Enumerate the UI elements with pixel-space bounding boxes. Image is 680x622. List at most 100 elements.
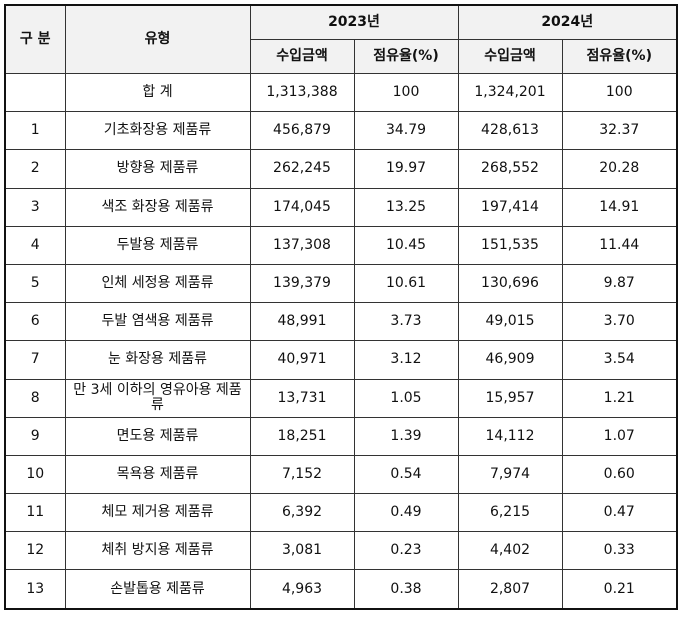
row-number: 13 (4, 569, 66, 610)
share-2023: 0.23 (353, 531, 459, 571)
row-number: 1 (4, 111, 66, 151)
table-row: 4 두발용 제품류 137,308 10.45 151,535 11.44 (4, 225, 678, 265)
amount-2023: 48,991 (249, 302, 355, 342)
header-category: 구 분 (4, 4, 66, 74)
row-type: 손발톱용 제품류 (64, 569, 251, 610)
share-2023: 34.79 (353, 111, 459, 151)
amount-2023: 4,963 (249, 569, 355, 610)
amount-2023: 139,379 (249, 263, 355, 304)
amount-2023: 7,152 (249, 454, 355, 495)
share-2024: 0.60 (561, 454, 678, 495)
amount-2024: 46,909 (457, 340, 563, 380)
amount-2024: 1,324,201 (457, 72, 563, 113)
header-year-2023: 2023년 (249, 4, 459, 40)
amount-2024: 14,112 (457, 416, 563, 456)
row-number: 8 (4, 378, 66, 418)
header-share-2023: 점유율(%) (353, 39, 459, 74)
share-2024: 9.87 (561, 263, 678, 304)
share-2023: 3.12 (353, 340, 459, 380)
row-type: 인체 세정용 제품류 (64, 263, 251, 304)
share-2024: 100 (561, 72, 678, 113)
row-type: 합 계 (64, 72, 251, 113)
amount-2023: 13,731 (249, 378, 355, 418)
share-2023: 100 (353, 72, 459, 113)
row-number: 3 (4, 187, 66, 227)
header-amount-2024: 수입금액 (457, 39, 563, 74)
total-row: 합 계 1,313,388 100 1,324,201 100 (4, 72, 678, 113)
table-row: 6 두발 염색용 제품류 48,991 3.73 49,015 3.70 (4, 302, 678, 342)
share-2024: 14.91 (561, 187, 678, 227)
share-2023: 0.38 (353, 569, 459, 610)
row-number: 7 (4, 340, 66, 380)
row-number: 12 (4, 531, 66, 571)
share-2024: 0.21 (561, 569, 678, 610)
amount-2023: 6,392 (249, 493, 355, 533)
header-type: 유형 (64, 4, 251, 74)
table-row: 2 방향용 제품류 262,245 19.97 268,552 20.28 (4, 149, 678, 189)
row-type: 기초화장용 제품류 (64, 111, 251, 151)
share-2024: 11.44 (561, 225, 678, 265)
amount-2024: 6,215 (457, 493, 563, 533)
table-body: 합 계 1,313,388 100 1,324,201 100 1 기초화장용 제품류 456… (4, 72, 678, 610)
header-share-2024: 점유율(%) (561, 39, 678, 74)
header-year-2024: 2024년 (457, 4, 678, 40)
amount-2024: 151,535 (457, 225, 563, 265)
row-number: 2 (4, 149, 66, 189)
amount-2024: 130,696 (457, 263, 563, 304)
share-2024: 0.47 (561, 493, 678, 533)
row-type: 두발용 제품류 (64, 225, 251, 265)
amount-2023: 1,313,388 (249, 72, 355, 113)
share-2024: 20.28 (561, 149, 678, 189)
row-type: 만 3세 이하의 영유아용 제품류 (64, 378, 251, 418)
amount-2024: 49,015 (457, 302, 563, 342)
amount-2024: 197,414 (457, 187, 563, 227)
amount-2023: 174,045 (249, 187, 355, 227)
row-number: 11 (4, 493, 66, 533)
table-row: 11 체모 제거용 제품류 6,392 0.49 6,215 0.47 (4, 493, 678, 533)
table-row: 5 인체 세정용 제품류 139,379 10.61 130,696 9.87 (4, 263, 678, 304)
share-2023: 10.45 (353, 225, 459, 265)
share-2023: 0.54 (353, 454, 459, 495)
import-table: 구 분 유형 2023년 2024년 수입금액 점유율(%) 수입금액 점유율(… (4, 4, 678, 610)
row-number: 10 (4, 454, 66, 495)
share-2024: 3.70 (561, 302, 678, 342)
row-type: 체모 제거용 제품류 (64, 493, 251, 533)
share-2023: 13.25 (353, 187, 459, 227)
share-2023: 3.73 (353, 302, 459, 342)
row-type: 색조 화장용 제품류 (64, 187, 251, 227)
row-type: 방향용 제품류 (64, 149, 251, 189)
table-row: 10 목욕용 제품류 7,152 0.54 7,974 0.60 (4, 454, 678, 495)
amount-2023: 137,308 (249, 225, 355, 265)
amount-2024: 7,974 (457, 454, 563, 495)
share-2024: 32.37 (561, 111, 678, 151)
amount-2024: 2,807 (457, 569, 563, 610)
table-row: 9 면도용 제품류 18,251 1.39 14,112 1.07 (4, 416, 678, 456)
amount-2024: 15,957 (457, 378, 563, 418)
amount-2024: 268,552 (457, 149, 563, 189)
row-number: 5 (4, 263, 66, 304)
share-2023: 1.05 (353, 378, 459, 418)
header-amount-2023: 수입금액 (249, 39, 355, 74)
amount-2023: 262,245 (249, 149, 355, 189)
row-type: 체취 방지용 제품류 (64, 531, 251, 571)
share-2024: 0.33 (561, 531, 678, 571)
row-number: 4 (4, 225, 66, 265)
row-number (4, 72, 66, 113)
share-2023: 1.39 (353, 416, 459, 456)
row-type: 면도용 제품류 (64, 416, 251, 456)
amount-2023: 18,251 (249, 416, 355, 456)
row-number: 6 (4, 302, 66, 342)
amount-2023: 456,879 (249, 111, 355, 151)
row-type: 눈 화장용 제품류 (64, 340, 251, 380)
share-2023: 0.49 (353, 493, 459, 533)
row-type: 목욕용 제품류 (64, 454, 251, 495)
row-type: 두발 염색용 제품류 (64, 302, 251, 342)
share-2024: 1.07 (561, 416, 678, 456)
amount-2024: 428,613 (457, 111, 563, 151)
table-row: 3 색조 화장용 제품류 174,045 13.25 197,414 14.91 (4, 187, 678, 227)
amount-2024: 4,402 (457, 531, 563, 571)
share-2024: 3.54 (561, 340, 678, 380)
share-2023: 10.61 (353, 263, 459, 304)
